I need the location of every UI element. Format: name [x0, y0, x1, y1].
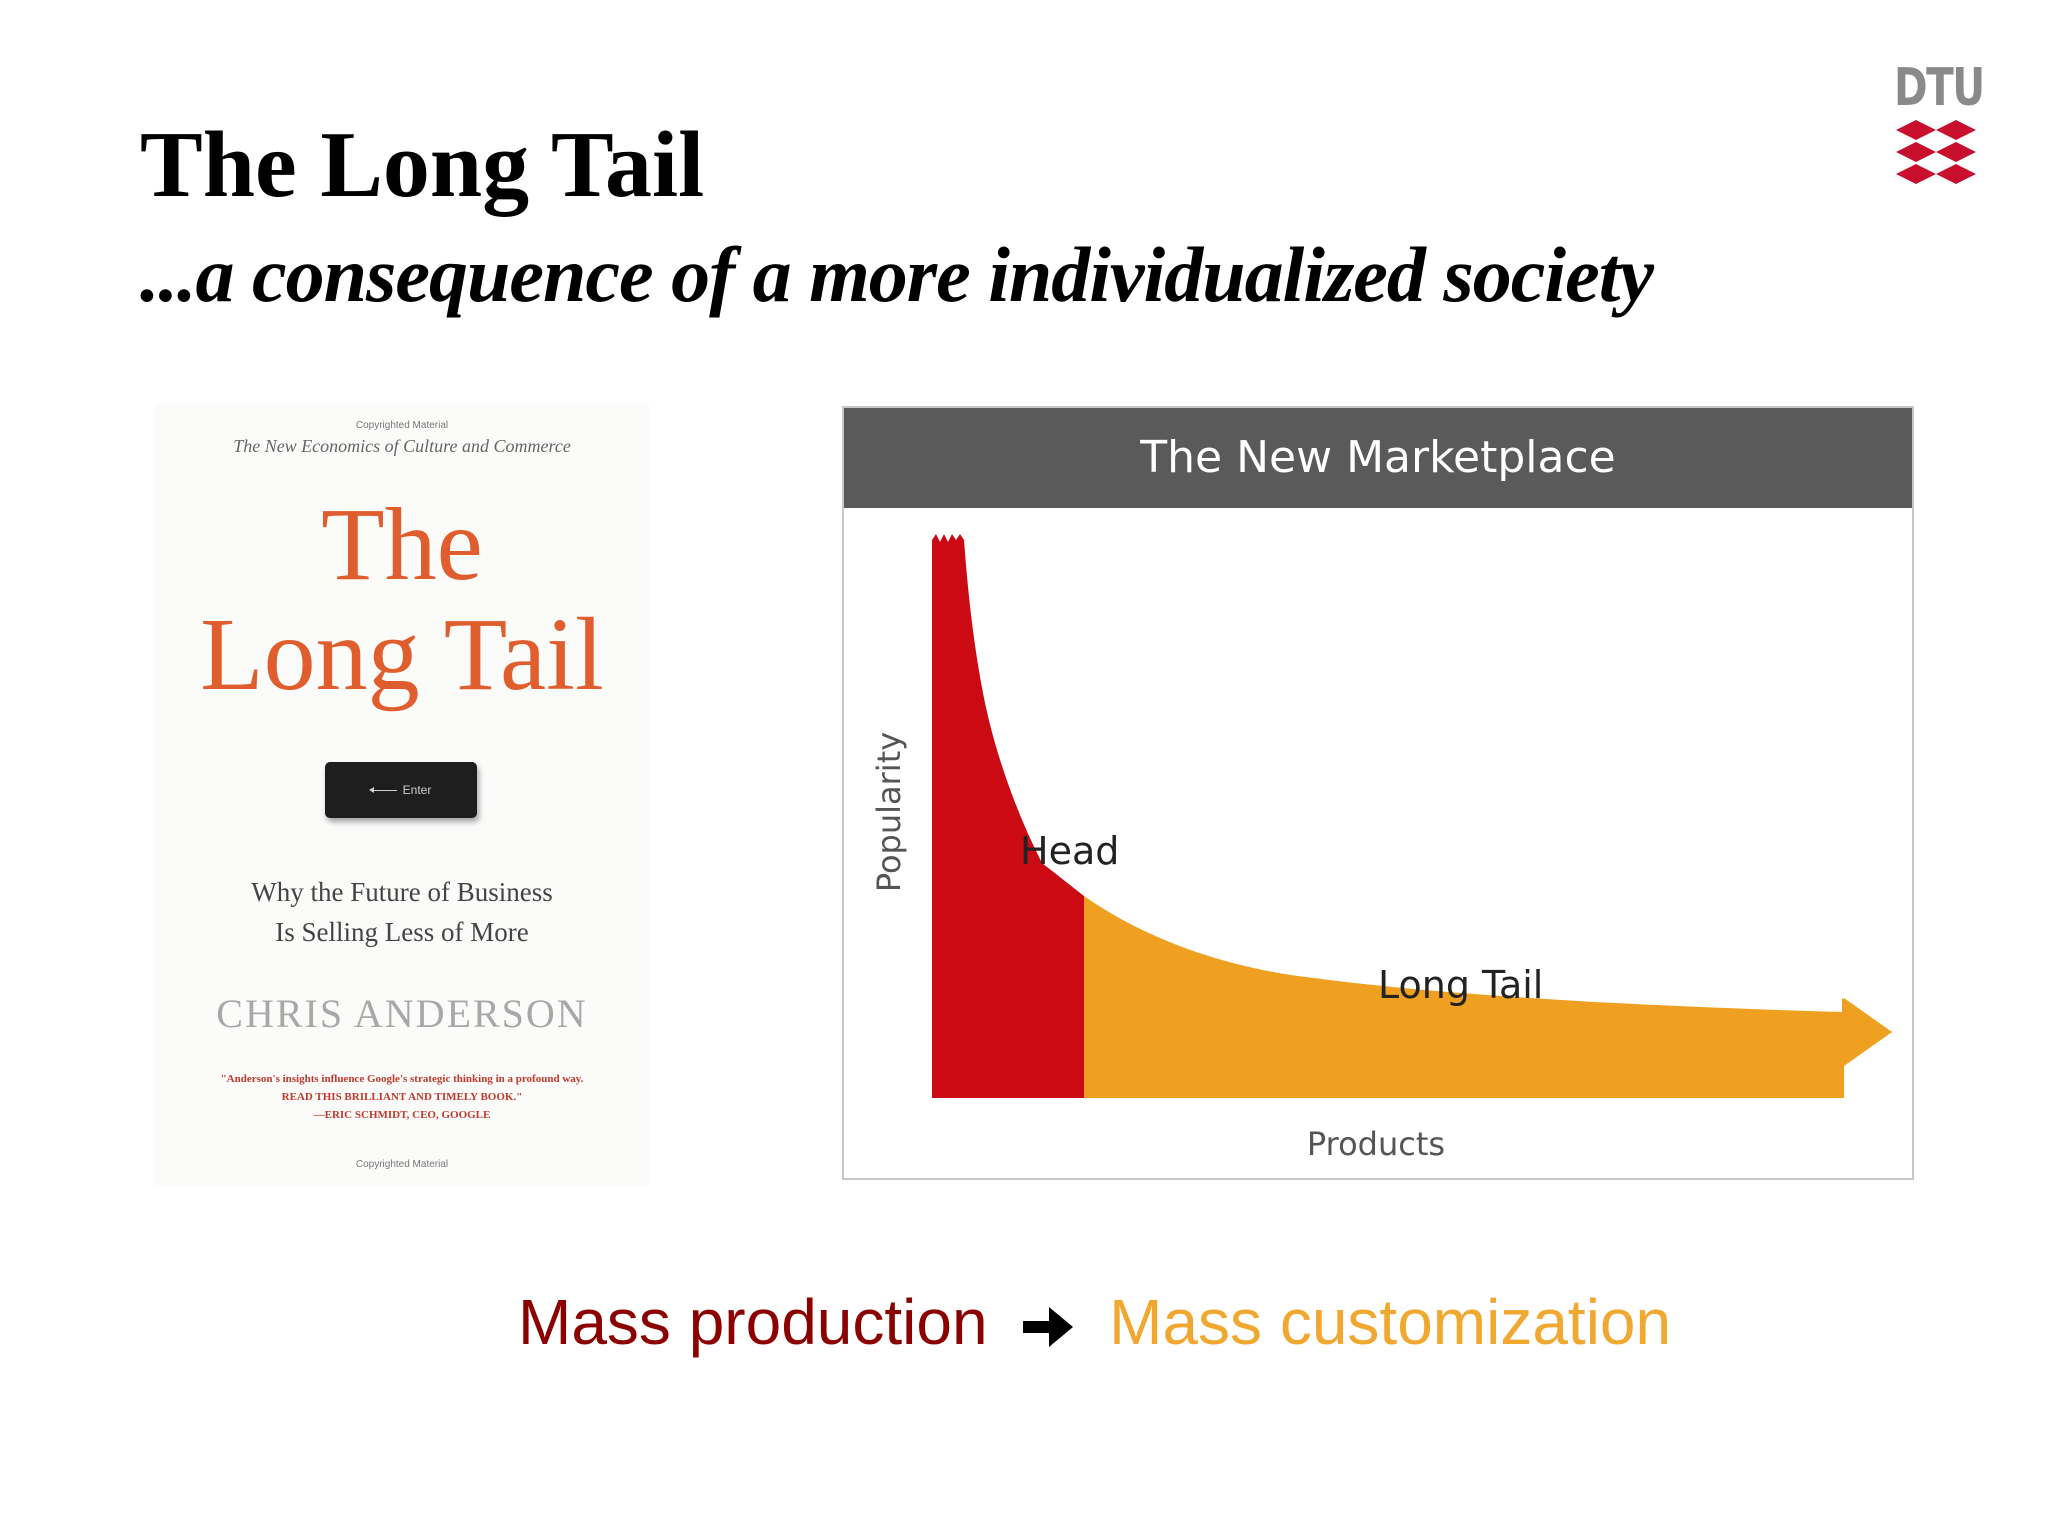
tail-arrow-shaft — [1084, 1052, 1844, 1098]
head-label: Head — [1020, 829, 1119, 873]
enter-key-image: Enter — [325, 762, 477, 818]
marketplace-diagram: The New Marketplace Head Long Tail Produ… — [842, 406, 1914, 1180]
book-author: CHRIS ANDERSON — [216, 991, 588, 1036]
book-title: The Long Tail — [155, 490, 649, 710]
book-copyright-top: Copyrighted Material — [355, 420, 449, 431]
book-quote-line2: READ THIS BRILLIANT AND TIMELY BOOK." — [281, 1091, 523, 1103]
book-series: The New Economics of Culture and Commerc… — [233, 436, 571, 456]
footer-statement: Mass production Mass customization — [518, 1290, 1671, 1354]
book-quote-line1: "Anderson's insights influence Google's … — [220, 1073, 584, 1085]
book-quote-line3: —ERIC SCHMIDT, CEO, GOOGLE — [313, 1109, 491, 1121]
book-quote: "Anderson's insights influence Google's … — [185, 1070, 619, 1124]
enter-key-label: Enter — [402, 783, 432, 797]
book-tagline-line2: Is Selling Less of More — [275, 917, 529, 947]
diagram-header: The New Marketplace — [844, 408, 1912, 508]
slide-title: The Long Tail — [140, 113, 705, 217]
dtu-waves-icon — [1896, 120, 1976, 184]
book-tagline-line1: Why the Future of Business — [251, 877, 553, 907]
book-cover: Copyrighted Material The New Economics o… — [155, 406, 649, 1184]
book-copyright-bottom: Copyrighted Material — [355, 1159, 449, 1170]
book-title-line2: Long Tail — [200, 597, 604, 712]
dtu-logo: DTU — [1894, 58, 1985, 192]
tail-area — [1084, 896, 1892, 1098]
enter-arrow-icon — [368, 787, 397, 794]
dtu-logo-text: DTU — [1894, 58, 1985, 118]
y-axis-label: Popularity — [870, 732, 908, 892]
book-tagline: Why the Future of Business Is Selling Le… — [155, 872, 649, 952]
head-area — [932, 534, 1084, 1098]
mass-customization-text: Mass customization — [1109, 1286, 1672, 1358]
mass-production-text: Mass production — [518, 1286, 988, 1358]
x-axis-label: Products — [1307, 1125, 1445, 1163]
slide-subtitle: ...a consequence of a more individualize… — [140, 231, 1654, 318]
tail-arrow-head — [1842, 998, 1892, 1066]
tail-label: Long Tail — [1378, 963, 1543, 1007]
right-arrow-icon — [1023, 1307, 1074, 1348]
long-tail-curve: Head Long Tail Products Popularity — [870, 534, 1892, 1163]
book-title-line1: The — [321, 487, 483, 602]
